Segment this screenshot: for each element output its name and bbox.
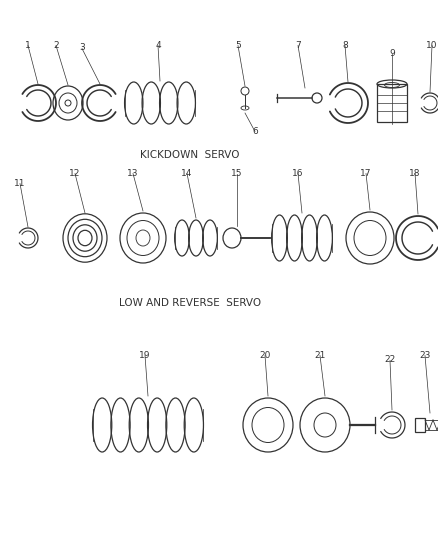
Text: 8: 8: [342, 41, 348, 50]
Text: 12: 12: [69, 168, 81, 177]
Text: 23: 23: [419, 351, 431, 359]
Text: 15: 15: [231, 168, 243, 177]
Text: 18: 18: [409, 168, 421, 177]
Text: KICKDOWN  SERVO: KICKDOWN SERVO: [140, 150, 240, 160]
Text: 10: 10: [426, 41, 438, 50]
Text: 11: 11: [14, 179, 26, 188]
Text: 19: 19: [139, 351, 151, 359]
Text: 9: 9: [389, 49, 395, 58]
Text: 17: 17: [360, 168, 372, 177]
Text: 14: 14: [181, 168, 193, 177]
Text: 13: 13: [127, 168, 139, 177]
Text: 20: 20: [259, 351, 271, 359]
Text: 6: 6: [252, 126, 258, 135]
Text: 7: 7: [295, 41, 301, 50]
Text: 3: 3: [79, 44, 85, 52]
Text: 2: 2: [53, 41, 59, 50]
Text: 4: 4: [155, 41, 161, 50]
Bar: [415, 418, 425, 432]
Text: 5: 5: [235, 41, 241, 50]
Text: 1: 1: [25, 41, 31, 50]
Text: 16: 16: [292, 168, 304, 177]
Bar: [377, 84, 407, 122]
Text: 21: 21: [314, 351, 326, 359]
Text: LOW AND REVERSE  SERVO: LOW AND REVERSE SERVO: [119, 298, 261, 308]
Text: 22: 22: [385, 356, 396, 365]
